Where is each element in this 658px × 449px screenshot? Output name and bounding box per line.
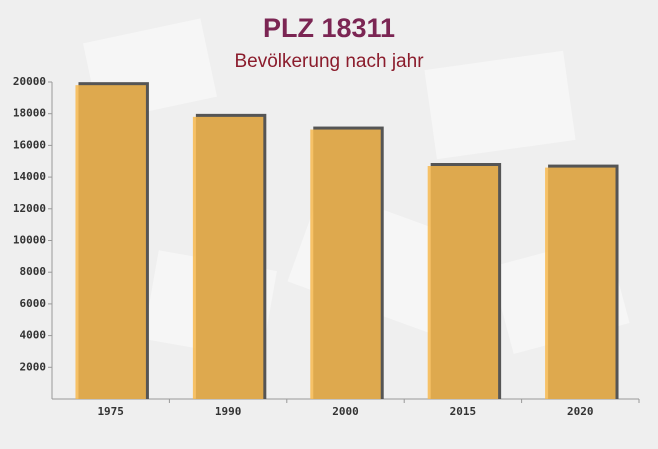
chart-subtitle: Bevölkerung nach jahr xyxy=(234,51,424,72)
bar xyxy=(192,116,264,400)
bar xyxy=(75,85,146,400)
bar xyxy=(545,167,616,399)
chart-title: PLZ 18311 xyxy=(263,13,395,43)
y-tick-label: 4000 xyxy=(20,329,47,342)
bar xyxy=(310,129,381,400)
y-tick-label: 12000 xyxy=(13,202,46,215)
y-tick-label: 10000 xyxy=(13,234,46,247)
y-tick-label: 6000 xyxy=(20,297,47,310)
x-tick-label: 1975 xyxy=(97,405,124,418)
y-tick-label: 8000 xyxy=(20,265,47,278)
x-tick-label: 2015 xyxy=(450,405,477,418)
x-tick-label: 1990 xyxy=(215,405,242,418)
y-tick-label: 16000 xyxy=(13,138,46,151)
y-tick-label: 2000 xyxy=(20,360,47,373)
y-tick-label: 14000 xyxy=(13,170,46,183)
x-tick-label: 2000 xyxy=(332,405,359,418)
x-tick-label: 2020 xyxy=(567,405,594,418)
bar xyxy=(427,166,499,399)
y-tick-label: 18000 xyxy=(13,107,46,120)
y-tick-label: 20000 xyxy=(13,75,46,88)
